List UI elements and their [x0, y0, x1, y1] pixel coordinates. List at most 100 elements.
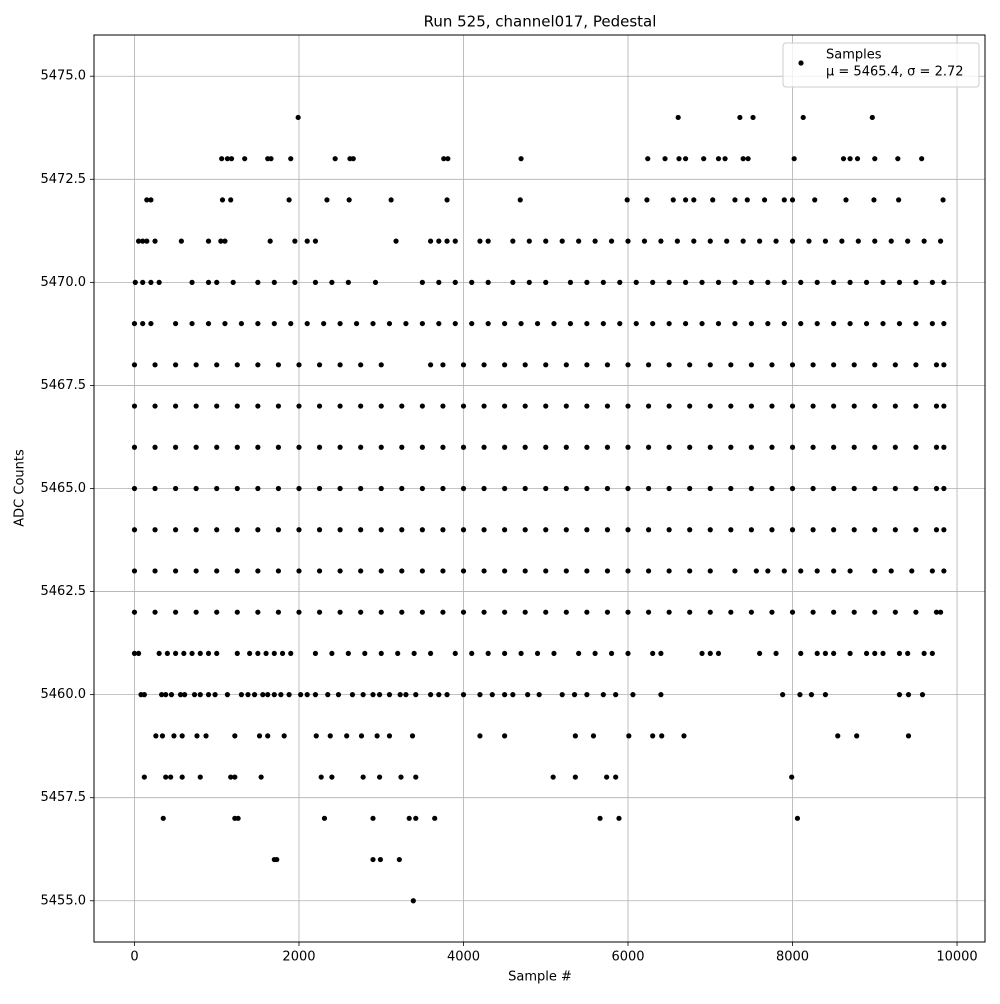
point: [378, 362, 384, 368]
point: [436, 279, 442, 285]
point: [278, 692, 284, 698]
point: [255, 527, 261, 533]
point: [863, 279, 870, 285]
point: [452, 279, 458, 285]
point: [854, 156, 861, 162]
legend-note: μ = 5465.4, σ = 2.72: [826, 65, 964, 80]
point: [682, 156, 689, 162]
point: [941, 568, 947, 574]
point: [131, 444, 138, 450]
point: [666, 485, 672, 492]
point: [502, 362, 508, 368]
point: [268, 156, 274, 162]
point: [592, 238, 598, 244]
point: [214, 568, 220, 574]
point: [172, 403, 179, 409]
point: [398, 774, 404, 780]
point: [687, 568, 693, 574]
point: [872, 156, 878, 162]
point: [781, 279, 787, 285]
point: [481, 568, 487, 574]
point: [880, 650, 886, 657]
point: [477, 692, 483, 698]
point: [452, 320, 458, 327]
point: [872, 238, 878, 244]
point: [789, 609, 796, 615]
point: [722, 156, 728, 162]
point: [460, 444, 467, 450]
x-tick-label: 2000: [282, 950, 315, 965]
point: [584, 362, 590, 368]
point: [444, 238, 450, 244]
point: [880, 320, 886, 327]
y-tick-label: 5465.0: [41, 481, 87, 496]
point: [255, 650, 261, 657]
point: [432, 815, 438, 821]
point: [584, 568, 590, 574]
point: [584, 692, 590, 698]
point: [851, 485, 857, 492]
point: [214, 444, 220, 450]
point: [386, 320, 393, 327]
point: [205, 650, 212, 657]
point: [872, 650, 878, 657]
point: [872, 609, 878, 615]
point: [613, 774, 619, 780]
point: [337, 444, 343, 450]
point: [847, 650, 853, 657]
point: [933, 485, 940, 492]
point: [699, 279, 705, 285]
point: [888, 238, 894, 244]
point: [419, 609, 425, 615]
point: [469, 320, 475, 327]
point: [316, 403, 323, 409]
point: [460, 403, 467, 409]
point: [913, 609, 919, 615]
point: [304, 320, 310, 327]
point: [732, 197, 738, 203]
point: [292, 238, 298, 244]
point: [298, 692, 304, 698]
point: [159, 733, 166, 739]
point: [707, 609, 713, 615]
point: [179, 774, 185, 780]
point: [378, 403, 384, 409]
point: [131, 650, 138, 657]
point: [460, 527, 467, 533]
point: [281, 733, 287, 739]
point: [452, 238, 458, 244]
point: [358, 362, 364, 368]
point: [156, 650, 162, 657]
point: [396, 856, 402, 863]
point: [765, 279, 771, 285]
point: [576, 238, 582, 244]
point: [219, 156, 225, 162]
point: [769, 362, 775, 368]
point: [921, 238, 927, 244]
point: [378, 609, 384, 615]
point: [676, 156, 682, 162]
point: [152, 238, 158, 244]
point: [748, 403, 754, 409]
point: [427, 238, 434, 244]
y-tick-label: 5467.5: [41, 378, 87, 393]
point: [645, 527, 652, 533]
point: [275, 444, 282, 450]
point: [536, 692, 542, 698]
point: [789, 774, 795, 780]
point: [275, 609, 282, 615]
point: [617, 279, 623, 285]
point: [892, 609, 898, 615]
point: [590, 733, 597, 739]
point: [460, 485, 467, 492]
point: [687, 527, 693, 533]
point: [214, 279, 220, 285]
point: [645, 403, 652, 409]
point: [913, 362, 919, 368]
point: [168, 774, 174, 780]
point: [780, 692, 786, 698]
point: [222, 320, 228, 327]
point: [203, 733, 209, 739]
point: [808, 692, 815, 698]
